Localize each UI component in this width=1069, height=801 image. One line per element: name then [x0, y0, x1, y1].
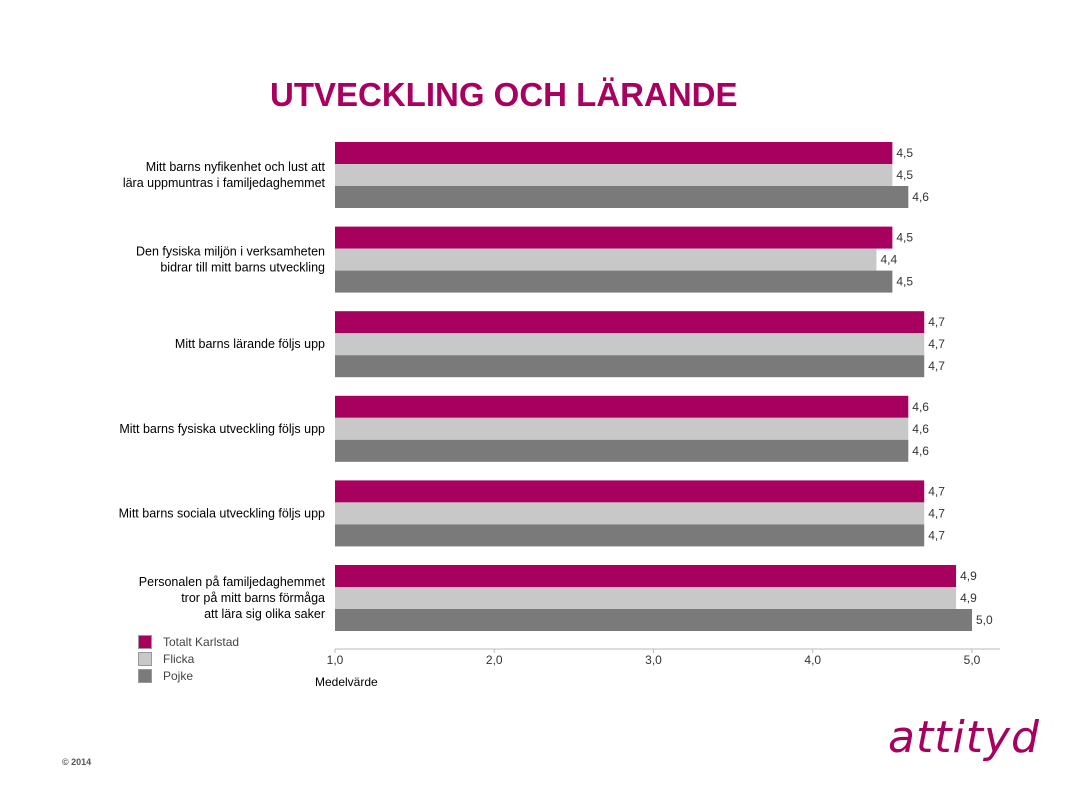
category-label: Mitt barns lärande följs upp — [175, 337, 325, 351]
data-label: 4,5 — [896, 168, 913, 182]
bar-flicka-3 — [335, 417, 909, 440]
x-tick-label: 1,0 — [327, 653, 344, 667]
bar-pojke-0 — [335, 186, 909, 208]
data-label: 4,9 — [960, 569, 977, 583]
data-label: 4,6 — [912, 400, 929, 414]
category-label: lära uppmuntras i familjedaghemmet — [123, 176, 326, 190]
data-label: 4,9 — [960, 591, 977, 605]
category-label: Mitt barns nyfikenhet och lust att — [146, 160, 326, 174]
category-label: Personalen på familjedaghemmet — [139, 575, 326, 589]
x-tick-label: 5,0 — [964, 653, 981, 667]
data-label: 4,7 — [928, 359, 945, 373]
bar-flicka-0 — [335, 164, 893, 186]
category-label: Den fysiska miljön i verksamheten — [136, 245, 325, 259]
category-label: att lära sig olika saker — [204, 607, 325, 621]
bar-totalt-1 — [335, 226, 893, 249]
data-label: 4,5 — [896, 275, 913, 289]
bar-flicka-2 — [335, 333, 925, 356]
data-label: 5,0 — [976, 613, 993, 627]
bar-totalt-4 — [335, 480, 925, 503]
category-label: tror på mitt barns förmåga — [181, 591, 325, 605]
bar-pojke-3 — [335, 439, 909, 462]
category-label: Mitt barns sociala utveckling följs upp — [119, 506, 325, 520]
data-label: 4,7 — [928, 337, 945, 351]
bar-totalt-5 — [335, 565, 957, 587]
data-label: 4,7 — [928, 484, 945, 498]
bar-totalt-3 — [335, 395, 909, 418]
data-label: 4,7 — [928, 506, 945, 520]
bar-pojke-1 — [335, 270, 893, 293]
legend-label-totalt: Totalt Karlstad — [163, 634, 240, 649]
copyright: © 2014 — [62, 757, 92, 767]
legend-item-totalt: Totalt Karlstad — [138, 633, 239, 650]
data-label: 4,6 — [912, 444, 929, 458]
legend-swatch-flicka — [138, 651, 152, 666]
bar-pojke-2 — [335, 355, 925, 378]
bar-totalt-2 — [335, 311, 925, 334]
data-label: 4,4 — [880, 253, 897, 267]
category-label: bidrar till mitt barns utveckling — [160, 261, 325, 275]
data-label: 4,5 — [896, 146, 913, 160]
bar-totalt-0 — [335, 142, 893, 164]
legend-swatch-totalt — [138, 634, 152, 649]
legend-item-flicka: Flicka — [138, 650, 239, 667]
data-label: 4,7 — [928, 315, 945, 329]
data-label: 4,7 — [928, 528, 945, 542]
page-title: UTVECKLING OCH LÄRANDE — [270, 76, 738, 113]
x-axis-label: Medelvärde — [315, 675, 378, 689]
category-label: Mitt barns fysiska utveckling följs upp — [119, 422, 325, 436]
legend-label-flicka: Flicka — [163, 651, 195, 666]
bar-pojke-4 — [335, 524, 925, 547]
bar-flicka-1 — [335, 248, 877, 271]
legend-item-pojke: Pojke — [138, 667, 239, 684]
x-tick-label: 4,0 — [804, 653, 821, 667]
legend: Totalt Karlstad Flicka Pojke — [138, 633, 239, 684]
x-tick-label: 3,0 — [645, 653, 662, 667]
data-label: 4,6 — [912, 422, 929, 436]
data-label: 4,5 — [896, 231, 913, 245]
legend-swatch-pojke — [138, 668, 152, 683]
bar-flicka-5 — [335, 587, 957, 609]
bar-flicka-4 — [335, 502, 925, 525]
x-tick-label: 2,0 — [486, 653, 503, 667]
legend-label-pojke: Pojke — [163, 668, 194, 683]
bar-pojke-5 — [335, 609, 972, 631]
data-label: 4,6 — [912, 190, 929, 204]
brand-logo: attityd — [888, 712, 1040, 763]
